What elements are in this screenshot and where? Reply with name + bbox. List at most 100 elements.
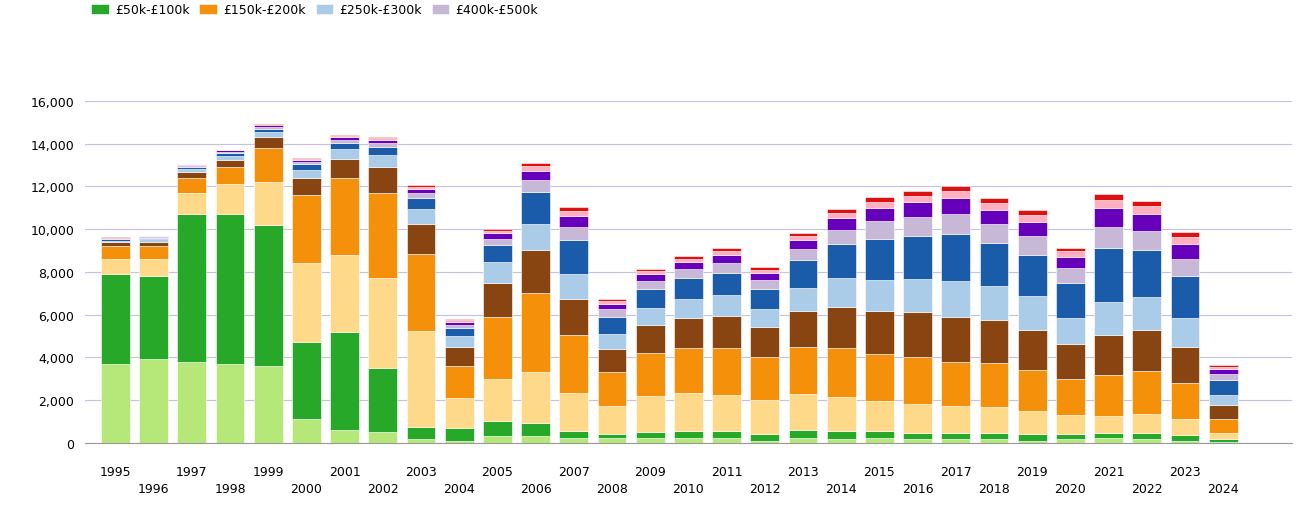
Bar	[254, 149, 282, 183]
Bar	[215, 156, 244, 160]
Bar	[903, 280, 932, 313]
Bar	[636, 353, 664, 396]
Bar	[750, 309, 779, 328]
Bar	[903, 405, 932, 433]
Bar	[483, 317, 512, 379]
Bar	[750, 273, 779, 280]
Text: 2011: 2011	[711, 465, 743, 478]
Bar	[941, 199, 970, 215]
Text: 2009: 2009	[634, 465, 666, 478]
Bar	[254, 128, 282, 129]
Bar	[941, 407, 970, 433]
Bar	[827, 279, 856, 307]
Bar	[1018, 216, 1047, 222]
Bar	[292, 165, 321, 171]
Bar	[100, 364, 129, 443]
Bar	[1171, 347, 1199, 383]
Bar	[827, 214, 856, 219]
Text: 1999: 1999	[252, 465, 284, 478]
Bar	[1056, 268, 1084, 283]
Bar	[330, 138, 359, 140]
Bar	[560, 211, 589, 216]
Bar	[1171, 245, 1199, 259]
Text: 2003: 2003	[405, 465, 437, 478]
Bar	[903, 196, 932, 203]
Text: 2013: 2013	[787, 465, 818, 478]
Bar	[713, 251, 741, 256]
Bar	[215, 151, 244, 152]
Bar	[368, 168, 397, 193]
Bar	[865, 431, 894, 439]
Bar	[903, 192, 932, 196]
Bar	[1171, 441, 1199, 443]
Bar	[675, 393, 702, 431]
Bar	[865, 439, 894, 443]
Bar	[980, 243, 1009, 286]
Bar	[636, 396, 664, 432]
Bar	[100, 241, 129, 243]
Bar	[483, 230, 512, 232]
Bar	[1133, 215, 1161, 231]
Bar	[598, 439, 626, 443]
Bar	[100, 238, 129, 239]
Bar	[675, 259, 702, 263]
Bar	[1133, 440, 1161, 443]
Bar	[292, 264, 321, 343]
Bar	[713, 395, 741, 431]
Bar	[865, 281, 894, 312]
Bar	[1095, 433, 1122, 439]
Bar	[980, 440, 1009, 443]
Bar	[598, 309, 626, 317]
Bar	[521, 172, 549, 181]
Bar	[407, 224, 436, 254]
Bar	[750, 268, 779, 270]
Bar	[215, 154, 244, 156]
Bar	[254, 138, 282, 149]
Bar	[1018, 211, 1047, 216]
Bar	[1133, 414, 1161, 433]
Bar	[713, 348, 741, 395]
Bar	[1208, 440, 1237, 442]
Bar	[368, 148, 397, 156]
Bar	[675, 299, 702, 318]
Bar	[675, 348, 702, 393]
Bar	[865, 239, 894, 281]
Bar	[980, 199, 1009, 204]
Bar	[292, 179, 321, 195]
Bar	[521, 163, 549, 167]
Bar	[1208, 395, 1237, 406]
Bar	[215, 364, 244, 443]
Bar	[598, 434, 626, 439]
Bar	[1095, 249, 1122, 302]
Bar	[941, 186, 970, 191]
Bar	[292, 419, 321, 443]
Bar	[1095, 201, 1122, 209]
Bar	[177, 173, 206, 179]
Bar	[636, 308, 664, 326]
Bar	[521, 423, 549, 436]
Bar	[445, 441, 474, 443]
Bar	[330, 137, 359, 138]
Bar	[560, 274, 589, 299]
Bar	[1171, 318, 1199, 347]
Bar	[1018, 222, 1047, 237]
Bar	[598, 299, 626, 301]
Bar	[750, 289, 779, 309]
Bar	[407, 189, 436, 193]
Bar	[483, 239, 512, 246]
Text: 2014: 2014	[825, 482, 857, 495]
Text: 2022: 2022	[1131, 482, 1163, 495]
Bar	[1171, 259, 1199, 276]
Bar	[713, 263, 741, 273]
Bar	[140, 276, 168, 360]
Bar	[407, 209, 436, 224]
Bar	[865, 312, 894, 354]
Bar	[483, 436, 512, 443]
Text: 2023: 2023	[1169, 465, 1201, 478]
Bar	[254, 129, 282, 133]
Bar	[1171, 238, 1199, 245]
Bar	[598, 301, 626, 304]
Bar	[750, 280, 779, 289]
Text: 2005: 2005	[482, 465, 513, 478]
Bar	[713, 273, 741, 296]
